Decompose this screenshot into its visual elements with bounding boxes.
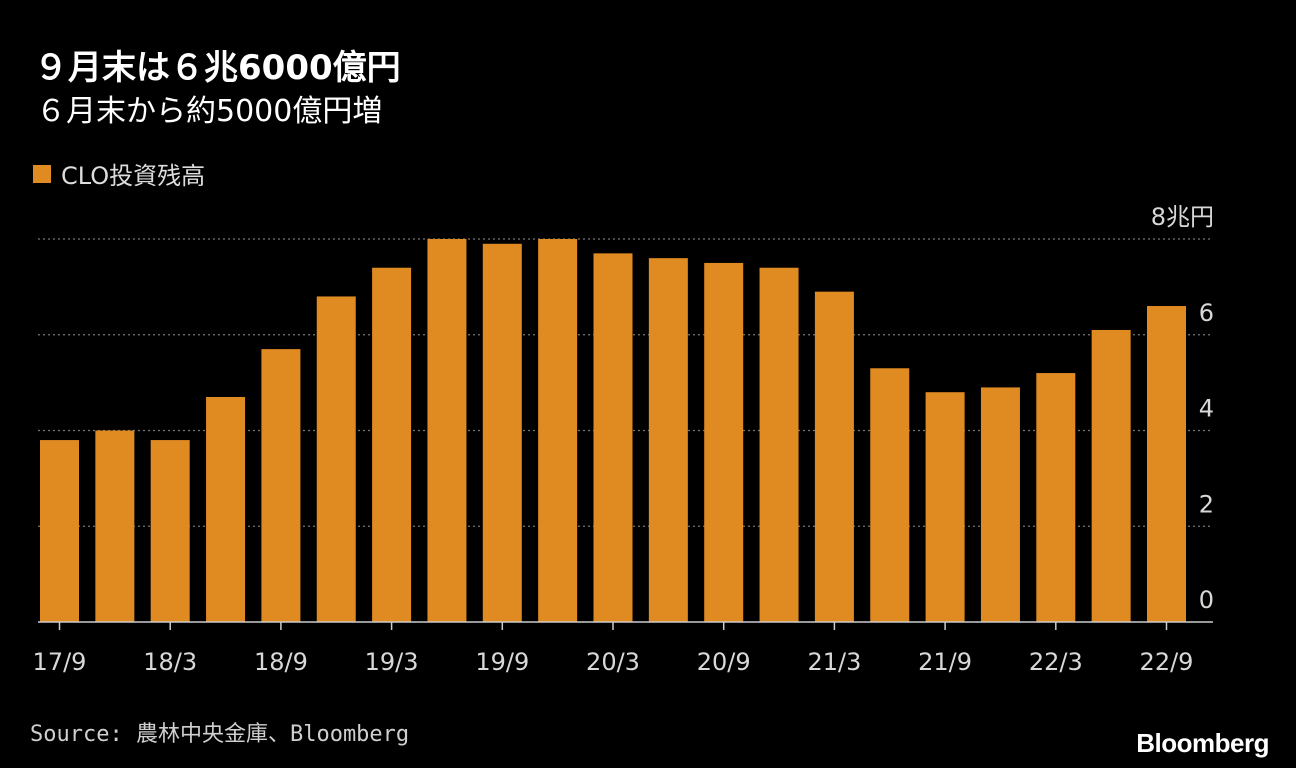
x-tick-label: 22/3 — [1029, 648, 1083, 676]
bar — [759, 267, 799, 622]
bar — [1091, 329, 1131, 622]
legend-label: CLO投資残高 — [61, 162, 206, 190]
y-tick-label: 8兆円 — [1151, 203, 1214, 231]
bar — [206, 396, 246, 622]
y-tick-label: 4 — [1199, 395, 1214, 423]
bar — [1147, 306, 1186, 622]
bar — [40, 440, 79, 622]
bar — [870, 368, 910, 622]
bar — [1036, 373, 1076, 622]
bar — [482, 243, 522, 622]
y-tick-label: 2 — [1199, 490, 1214, 518]
x-tick-label: 19/3 — [365, 648, 419, 676]
bar — [372, 267, 412, 622]
bar — [538, 239, 578, 622]
bar — [593, 253, 633, 623]
y-tick-label: 0 — [1199, 586, 1214, 614]
x-tick-label: 17/9 — [33, 648, 87, 676]
legend: CLO投資残高 — [33, 156, 205, 191]
bar — [316, 296, 356, 622]
x-tick-label: 21/3 — [807, 648, 861, 676]
bloomberg-logo: Bloomberg — [1136, 728, 1269, 758]
bar — [704, 262, 744, 622]
bar — [814, 291, 854, 622]
x-tick-label: 18/9 — [254, 648, 308, 676]
bar — [427, 239, 467, 622]
x-tick-label: 21/9 — [918, 648, 972, 676]
chart-subtitle: ６月末から約5000億円増 — [36, 94, 383, 129]
bar — [261, 349, 301, 622]
x-tick-label: 22/9 — [1140, 648, 1194, 676]
bar — [648, 258, 688, 622]
x-tick-label: 18/3 — [143, 648, 197, 676]
x-tick-label: 19/9 — [475, 648, 529, 676]
bar — [150, 440, 190, 622]
bar — [925, 392, 965, 622]
x-tick-label: 20/9 — [697, 648, 751, 676]
source-note: Source: 農林中央金庫、Bloomberg — [30, 722, 410, 747]
chart-title: ９月末は６兆6000億円 — [34, 48, 401, 88]
y-tick-label: 6 — [1199, 299, 1214, 327]
bar — [95, 430, 135, 622]
legend-swatch — [33, 164, 51, 183]
x-tick-label: 20/3 — [586, 648, 640, 676]
bar — [980, 387, 1020, 622]
